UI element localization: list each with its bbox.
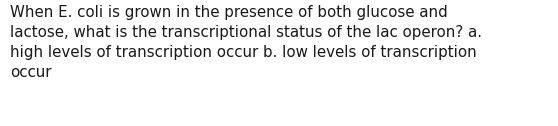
- Text: When E. coli is grown in the presence of both glucose and
lactose, what is the t: When E. coli is grown in the presence of…: [10, 5, 482, 80]
